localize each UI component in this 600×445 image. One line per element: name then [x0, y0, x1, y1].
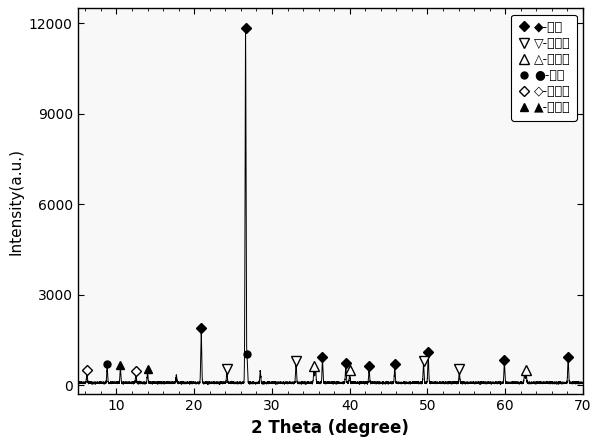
X-axis label: 2 Theta (degree): 2 Theta (degree) — [251, 419, 409, 437]
Legend: ◆-石英, ▽-赤铁矿, △-磁铁矿, ●-云母, ◇-绿泥石, ▲-玑青石: ◆-石英, ▽-赤铁矿, △-磁铁矿, ●-云母, ◇-绿泥石, ▲-玑青石 — [511, 15, 577, 121]
Y-axis label: Intensity(a.u.): Intensity(a.u.) — [8, 148, 23, 255]
